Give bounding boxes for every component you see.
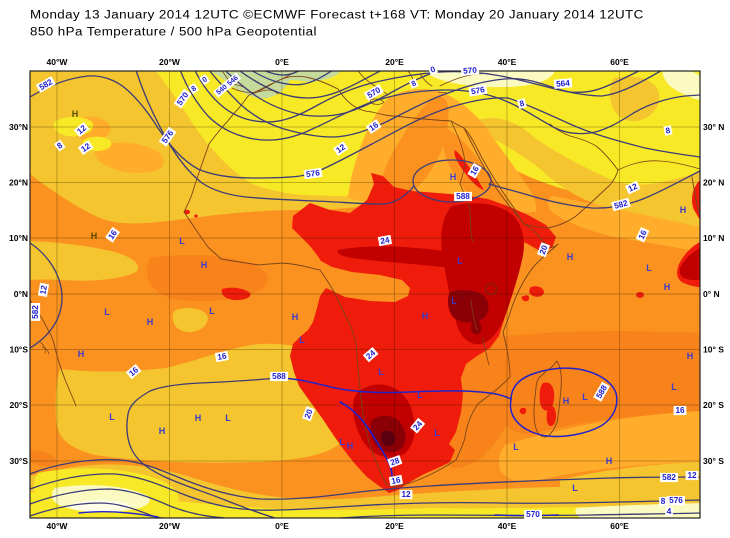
svg-text:60°E: 60°E [610, 57, 629, 67]
svg-text:570: 570 [463, 66, 478, 76]
svg-text:L: L [582, 392, 588, 402]
svg-text:H: H [687, 351, 694, 361]
svg-text:H: H [78, 349, 85, 359]
svg-text:10° S: 10° S [703, 345, 724, 355]
svg-text:20: 20 [303, 408, 315, 420]
svg-text:40°E: 40°E [498, 521, 517, 531]
svg-text:0: 0 [200, 75, 209, 85]
svg-text:L: L [434, 428, 440, 438]
svg-text:H: H [147, 317, 154, 327]
svg-text:L: L [513, 442, 519, 452]
svg-text:582: 582 [31, 305, 40, 319]
svg-text:H: H [422, 311, 429, 321]
svg-text:16: 16 [637, 228, 649, 240]
svg-text:L: L [457, 256, 463, 266]
svg-text:4: 4 [667, 507, 672, 516]
svg-text:576: 576 [669, 496, 683, 505]
svg-text:H: H [72, 109, 79, 119]
svg-text:588: 588 [456, 192, 470, 201]
svg-text:570: 570 [526, 510, 540, 519]
svg-text:H: H [195, 413, 202, 423]
svg-text:16: 16 [217, 351, 228, 362]
svg-text:8: 8 [410, 78, 418, 88]
svg-text:30°S: 30°S [9, 456, 28, 466]
svg-text:576: 576 [306, 168, 321, 179]
svg-text:H: H [292, 312, 299, 322]
svg-text:L: L [225, 413, 231, 423]
svg-text:8: 8 [189, 84, 198, 94]
svg-text:L: L [451, 296, 457, 306]
svg-text:40°W: 40°W [47, 57, 69, 67]
svg-text:12: 12 [401, 490, 411, 499]
svg-text:16: 16 [675, 406, 685, 415]
svg-text:H: H [159, 426, 166, 436]
svg-text:582: 582 [613, 198, 629, 210]
svg-text:582: 582 [662, 473, 676, 482]
svg-text:8: 8 [519, 99, 526, 109]
svg-text:L: L [209, 306, 215, 316]
svg-text:60°E: 60°E [610, 521, 629, 531]
svg-text:16: 16 [391, 475, 402, 486]
svg-text:H: H [664, 282, 671, 292]
svg-text:12: 12 [627, 182, 639, 194]
svg-text:0°E: 0°E [275, 57, 289, 67]
svg-text:30°N: 30°N [9, 122, 28, 132]
svg-text:20: 20 [538, 244, 550, 256]
svg-text:H: H [606, 456, 613, 466]
svg-text:0° N: 0° N [703, 289, 720, 299]
svg-text:28: 28 [389, 456, 401, 468]
svg-text:L: L [378, 367, 384, 377]
svg-text:12: 12 [687, 471, 697, 480]
svg-text:8: 8 [55, 141, 64, 151]
svg-text:8: 8 [665, 126, 671, 136]
svg-text:L: L [417, 390, 423, 400]
svg-text:16: 16 [469, 164, 482, 177]
svg-text:20°W: 20°W [159, 57, 181, 67]
svg-text:12: 12 [38, 284, 49, 295]
svg-text:H: H [563, 396, 570, 406]
svg-text:20°E: 20°E [385, 57, 404, 67]
svg-text:L: L [646, 263, 652, 273]
svg-text:10° N: 10° N [703, 233, 724, 243]
svg-text:30° S: 30° S [703, 456, 724, 466]
svg-text:0°E: 0°E [275, 521, 289, 531]
svg-text:H: H [201, 260, 208, 270]
svg-text:10°N: 10°N [9, 233, 28, 243]
svg-text:H: H [347, 441, 354, 451]
svg-text:L: L [109, 412, 115, 422]
svg-text:H: H [680, 205, 687, 215]
svg-text:L: L [104, 307, 110, 317]
svg-text:10°S: 10°S [9, 345, 28, 355]
svg-text:L: L [179, 236, 185, 246]
svg-text:576: 576 [470, 85, 485, 96]
svg-text:30° N: 30° N [703, 122, 724, 132]
svg-text:8: 8 [661, 497, 666, 506]
svg-text:20°S: 20°S [9, 400, 28, 410]
svg-text:0: 0 [429, 65, 437, 75]
svg-text:564: 564 [556, 79, 571, 89]
svg-text:20°E: 20°E [385, 521, 404, 531]
svg-text:20°N: 20°N [9, 178, 28, 188]
svg-text:20° S: 20° S [703, 400, 724, 410]
svg-text:20° N: 20° N [703, 178, 724, 188]
svg-text:588: 588 [272, 372, 286, 381]
svg-text:40°E: 40°E [498, 57, 517, 67]
svg-text:40°W: 40°W [47, 521, 69, 531]
svg-text:H: H [450, 172, 457, 182]
svg-text:24: 24 [380, 235, 391, 246]
svg-text:20°W: 20°W [159, 521, 181, 531]
svg-text:H: H [91, 231, 98, 241]
svg-text:0°N: 0°N [14, 289, 28, 299]
svg-text:H: H [567, 252, 574, 262]
svg-text:L: L [671, 382, 677, 392]
svg-text:L: L [572, 483, 578, 493]
svg-text:L: L [339, 437, 345, 447]
svg-text:L: L [299, 335, 305, 345]
